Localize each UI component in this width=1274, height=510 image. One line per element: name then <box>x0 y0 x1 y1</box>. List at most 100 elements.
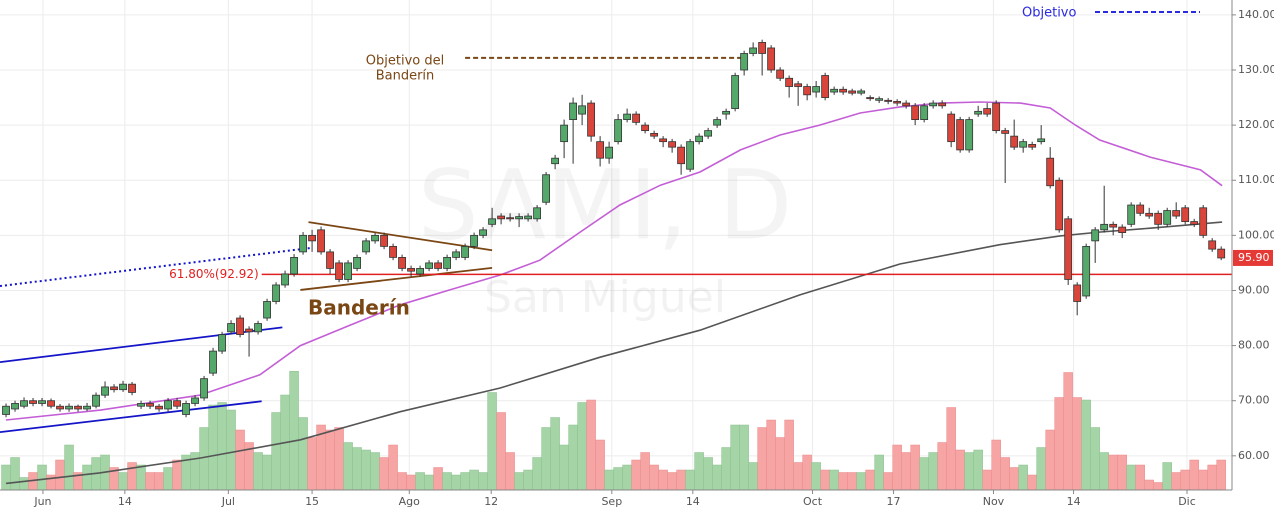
candle-body <box>875 98 884 101</box>
volume-bar <box>1090 427 1100 491</box>
volume-bar <box>1000 457 1010 491</box>
candle-body <box>110 386 118 391</box>
candle-body <box>614 119 623 143</box>
volume-bar <box>55 459 65 491</box>
candle-body <box>128 383 136 393</box>
candle-body <box>686 141 695 170</box>
candle-body <box>272 284 280 302</box>
candle-body <box>1028 144 1037 148</box>
volume-bar <box>1054 397 1064 491</box>
candle-body <box>956 119 965 151</box>
volume-bar <box>163 467 173 491</box>
volume-bar <box>1180 469 1190 491</box>
y-tick-label: 90.00 <box>1238 283 1270 296</box>
volume-bar <box>469 469 479 491</box>
trendline <box>0 400 262 434</box>
candle-body <box>1154 212 1163 225</box>
candle-body <box>344 262 352 280</box>
volume-bar <box>424 474 434 491</box>
volume-bar <box>874 454 884 491</box>
candle-body <box>416 268 424 275</box>
candle-body <box>650 132 659 137</box>
axes: 60.00 70.00 80.00 90.00 100.00 110.00 120.00 13… <box>33 8 1274 508</box>
x-tick-label: Sep <box>601 495 622 508</box>
candle-body <box>938 102 947 107</box>
candle-body <box>398 257 406 269</box>
candle-body <box>929 102 938 107</box>
candle-body <box>965 119 974 151</box>
candle-body <box>1109 223 1118 228</box>
moving-average <box>5 101 1223 421</box>
volume-bar <box>307 437 317 491</box>
candle-body <box>668 141 677 148</box>
volume-bar <box>784 419 794 491</box>
x-tick-label: 17 <box>887 495 901 508</box>
candle-body <box>1136 204 1145 214</box>
volume-bar <box>415 472 425 491</box>
y-tick-label: 130.00 <box>1238 63 1274 76</box>
volume-bar <box>802 454 812 491</box>
volume-bar <box>946 407 956 491</box>
volume-bar <box>541 427 551 491</box>
volume-bar <box>550 417 560 491</box>
candle-body <box>1217 248 1226 259</box>
candle-body <box>164 400 172 410</box>
candle-body <box>731 75 740 109</box>
volume-bar <box>928 452 938 491</box>
candle-body <box>92 394 100 407</box>
volume-bar <box>298 417 308 491</box>
volume-bar <box>667 472 677 491</box>
volume-bar <box>262 454 272 491</box>
volume-bar <box>82 464 92 491</box>
volume-bar <box>604 469 614 491</box>
volume-bar <box>1207 464 1217 491</box>
volume-bar <box>622 464 632 491</box>
candle-body <box>758 42 767 54</box>
x-tick-label: 12 <box>484 495 498 508</box>
volume-bar <box>631 459 641 491</box>
candle-body <box>371 234 379 242</box>
candle-body <box>245 328 253 333</box>
volume-bar <box>685 469 695 491</box>
volume-bar <box>892 444 902 491</box>
volume-bar <box>568 424 578 491</box>
candle-body <box>947 113 956 143</box>
x-tick-label: Dic <box>1178 495 1196 508</box>
y-tick-label: 140.00 <box>1238 8 1274 21</box>
volume-bar <box>1108 454 1118 491</box>
x-tick-label: 14 <box>118 495 132 508</box>
candle-body <box>596 141 605 159</box>
volume-bar <box>649 464 659 491</box>
last-price-label: 95.90 <box>1238 251 1270 264</box>
volume-bar <box>721 447 731 491</box>
candle-body <box>1010 135 1019 148</box>
candle-body <box>236 317 244 335</box>
candle-body <box>749 47 758 54</box>
volume-bar <box>271 412 281 491</box>
candle-body <box>1073 284 1082 302</box>
y-tick-label: 60.00 <box>1238 449 1270 462</box>
candle-body <box>920 105 929 121</box>
x-tick-label: Oct <box>803 495 823 508</box>
volume-bar <box>775 437 785 491</box>
volume-bar <box>208 404 218 491</box>
fib-label: 61.80%(92.92) <box>169 267 258 281</box>
candle-body <box>101 386 109 396</box>
x-tick-label: 15 <box>305 495 319 508</box>
candle-body <box>1208 240 1217 250</box>
candle-body <box>506 217 515 220</box>
volume-bar <box>172 459 182 491</box>
volume-bar <box>1153 482 1163 491</box>
volume-bar <box>442 472 452 491</box>
candle-body <box>1118 226 1127 233</box>
candle-body <box>551 157 560 165</box>
candle-body <box>254 323 262 333</box>
candle-body <box>830 88 839 93</box>
candle-body <box>20 400 28 407</box>
candle-body <box>641 124 650 132</box>
candle-body <box>461 245 469 258</box>
volume-bar <box>145 472 155 491</box>
candle-body <box>722 110 731 115</box>
trendline <box>0 326 283 364</box>
